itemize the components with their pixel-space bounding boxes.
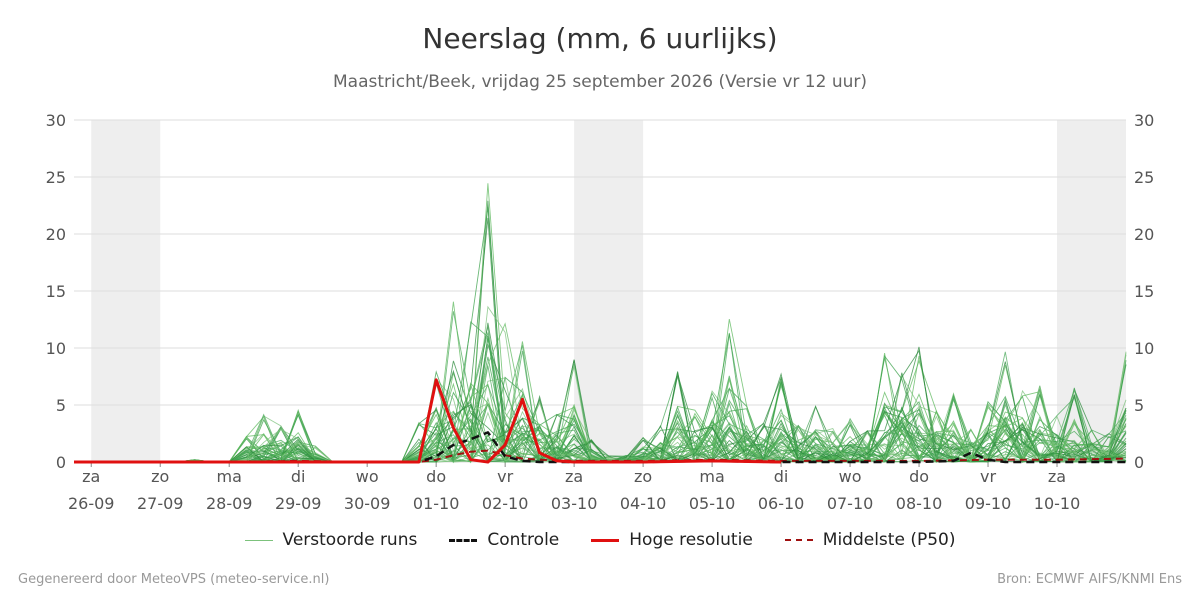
- legend-label-median: Middelste (P50): [822, 530, 956, 550]
- legend-swatch-control: [449, 538, 478, 542]
- x-tick-date: 07-10: [827, 494, 874, 513]
- x-tick-day: za: [1048, 467, 1066, 486]
- y-tick-label-left: 20: [46, 225, 66, 244]
- x-tick-date: 30-09: [344, 494, 391, 513]
- ensemble-member-line: [74, 376, 1127, 464]
- y-tick-label-left: 30: [46, 111, 66, 130]
- y-tick-label-right: 10: [1134, 339, 1154, 358]
- ensemble-member-line: [74, 349, 1127, 463]
- y-tick-label-right: 20: [1134, 225, 1154, 244]
- legend-label-control: Controle: [487, 530, 560, 550]
- series-line-hoge-resolutie: [74, 378, 782, 464]
- x-tick-day: vr: [980, 467, 996, 486]
- y-tick-label-left: 10: [46, 339, 66, 358]
- x-tick-day: za: [82, 467, 100, 486]
- x-tick-day: ma: [217, 467, 242, 486]
- x-tick-day: di: [774, 467, 789, 486]
- x-tick-date: 29-09: [275, 494, 322, 513]
- legend-item-high-res: Hoge resolutie: [591, 530, 753, 550]
- legend-item-control: Controle: [449, 530, 559, 550]
- y-tick-label-left: 25: [46, 168, 66, 187]
- chart-subtitle: Maastricht/Beek, vrijdag 25 september 20…: [332, 72, 867, 92]
- legend-label-perturbed: Verstoorde runs: [282, 530, 418, 550]
- y-tick-label-left: 5: [56, 396, 66, 415]
- ensemble-member-line: [74, 360, 1127, 464]
- chart-title: Neerslag (mm, 6 uurlijks): [422, 22, 778, 55]
- x-tick-day: di: [291, 467, 306, 486]
- y-tick-label-right: 15: [1134, 282, 1154, 301]
- x-tick-day: zo: [634, 467, 652, 486]
- x-tick-day: wo: [356, 467, 379, 486]
- legend-swatch-perturbed: [244, 539, 273, 541]
- x-tick-day: za: [565, 467, 583, 486]
- x-tick-date: 03-10: [551, 494, 598, 513]
- x-tick-day: do: [426, 467, 446, 486]
- x-tick-date: 01-10: [413, 494, 460, 513]
- x-tick-date: 08-10: [896, 494, 943, 513]
- y-tick-label-right: 5: [1134, 396, 1144, 415]
- x-tick-date: 28-09: [206, 494, 253, 513]
- x-tick-day: ma: [699, 467, 724, 486]
- x-tick-day: zo: [151, 467, 169, 486]
- y-tick-label-right: 30: [1134, 111, 1154, 130]
- x-tick-date: 09-10: [965, 494, 1012, 513]
- footer-generated-by: Gegenereerd door MeteoVPS (meteo-service…: [18, 572, 330, 587]
- legend: Verstoorde runs Controle Hoge resolutie …: [0, 530, 1200, 550]
- y-tick-label-left: 15: [46, 282, 66, 301]
- x-tick-day: vr: [497, 467, 513, 486]
- x-tick-date: 27-09: [137, 494, 184, 513]
- legend-item-perturbed: Verstoorde runs: [244, 530, 418, 550]
- footer-source: Bron: ECMWF AIFS/KNMI Ens: [997, 572, 1182, 587]
- x-tick-date: 02-10: [482, 494, 529, 513]
- x-tick-day: wo: [839, 467, 862, 486]
- y-tick-label-left: 0: [56, 453, 66, 472]
- x-tick-date: 26-09: [68, 494, 115, 513]
- y-tick-label-right: 25: [1134, 168, 1154, 187]
- y-tick-label-right: 0: [1134, 453, 1144, 472]
- legend-swatch-median: [784, 539, 813, 541]
- x-tick-date: 05-10: [689, 494, 736, 513]
- x-tick-day: do: [909, 467, 929, 486]
- x-tick-date: 10-10: [1034, 494, 1081, 513]
- x-tick-date: 04-10: [620, 494, 667, 513]
- legend-item-median: Middelste (P50): [784, 530, 956, 550]
- legend-swatch-high-res: [591, 538, 620, 542]
- x-tick-date: 06-10: [758, 494, 805, 513]
- legend-label-high-res: Hoge resolutie: [629, 530, 753, 550]
